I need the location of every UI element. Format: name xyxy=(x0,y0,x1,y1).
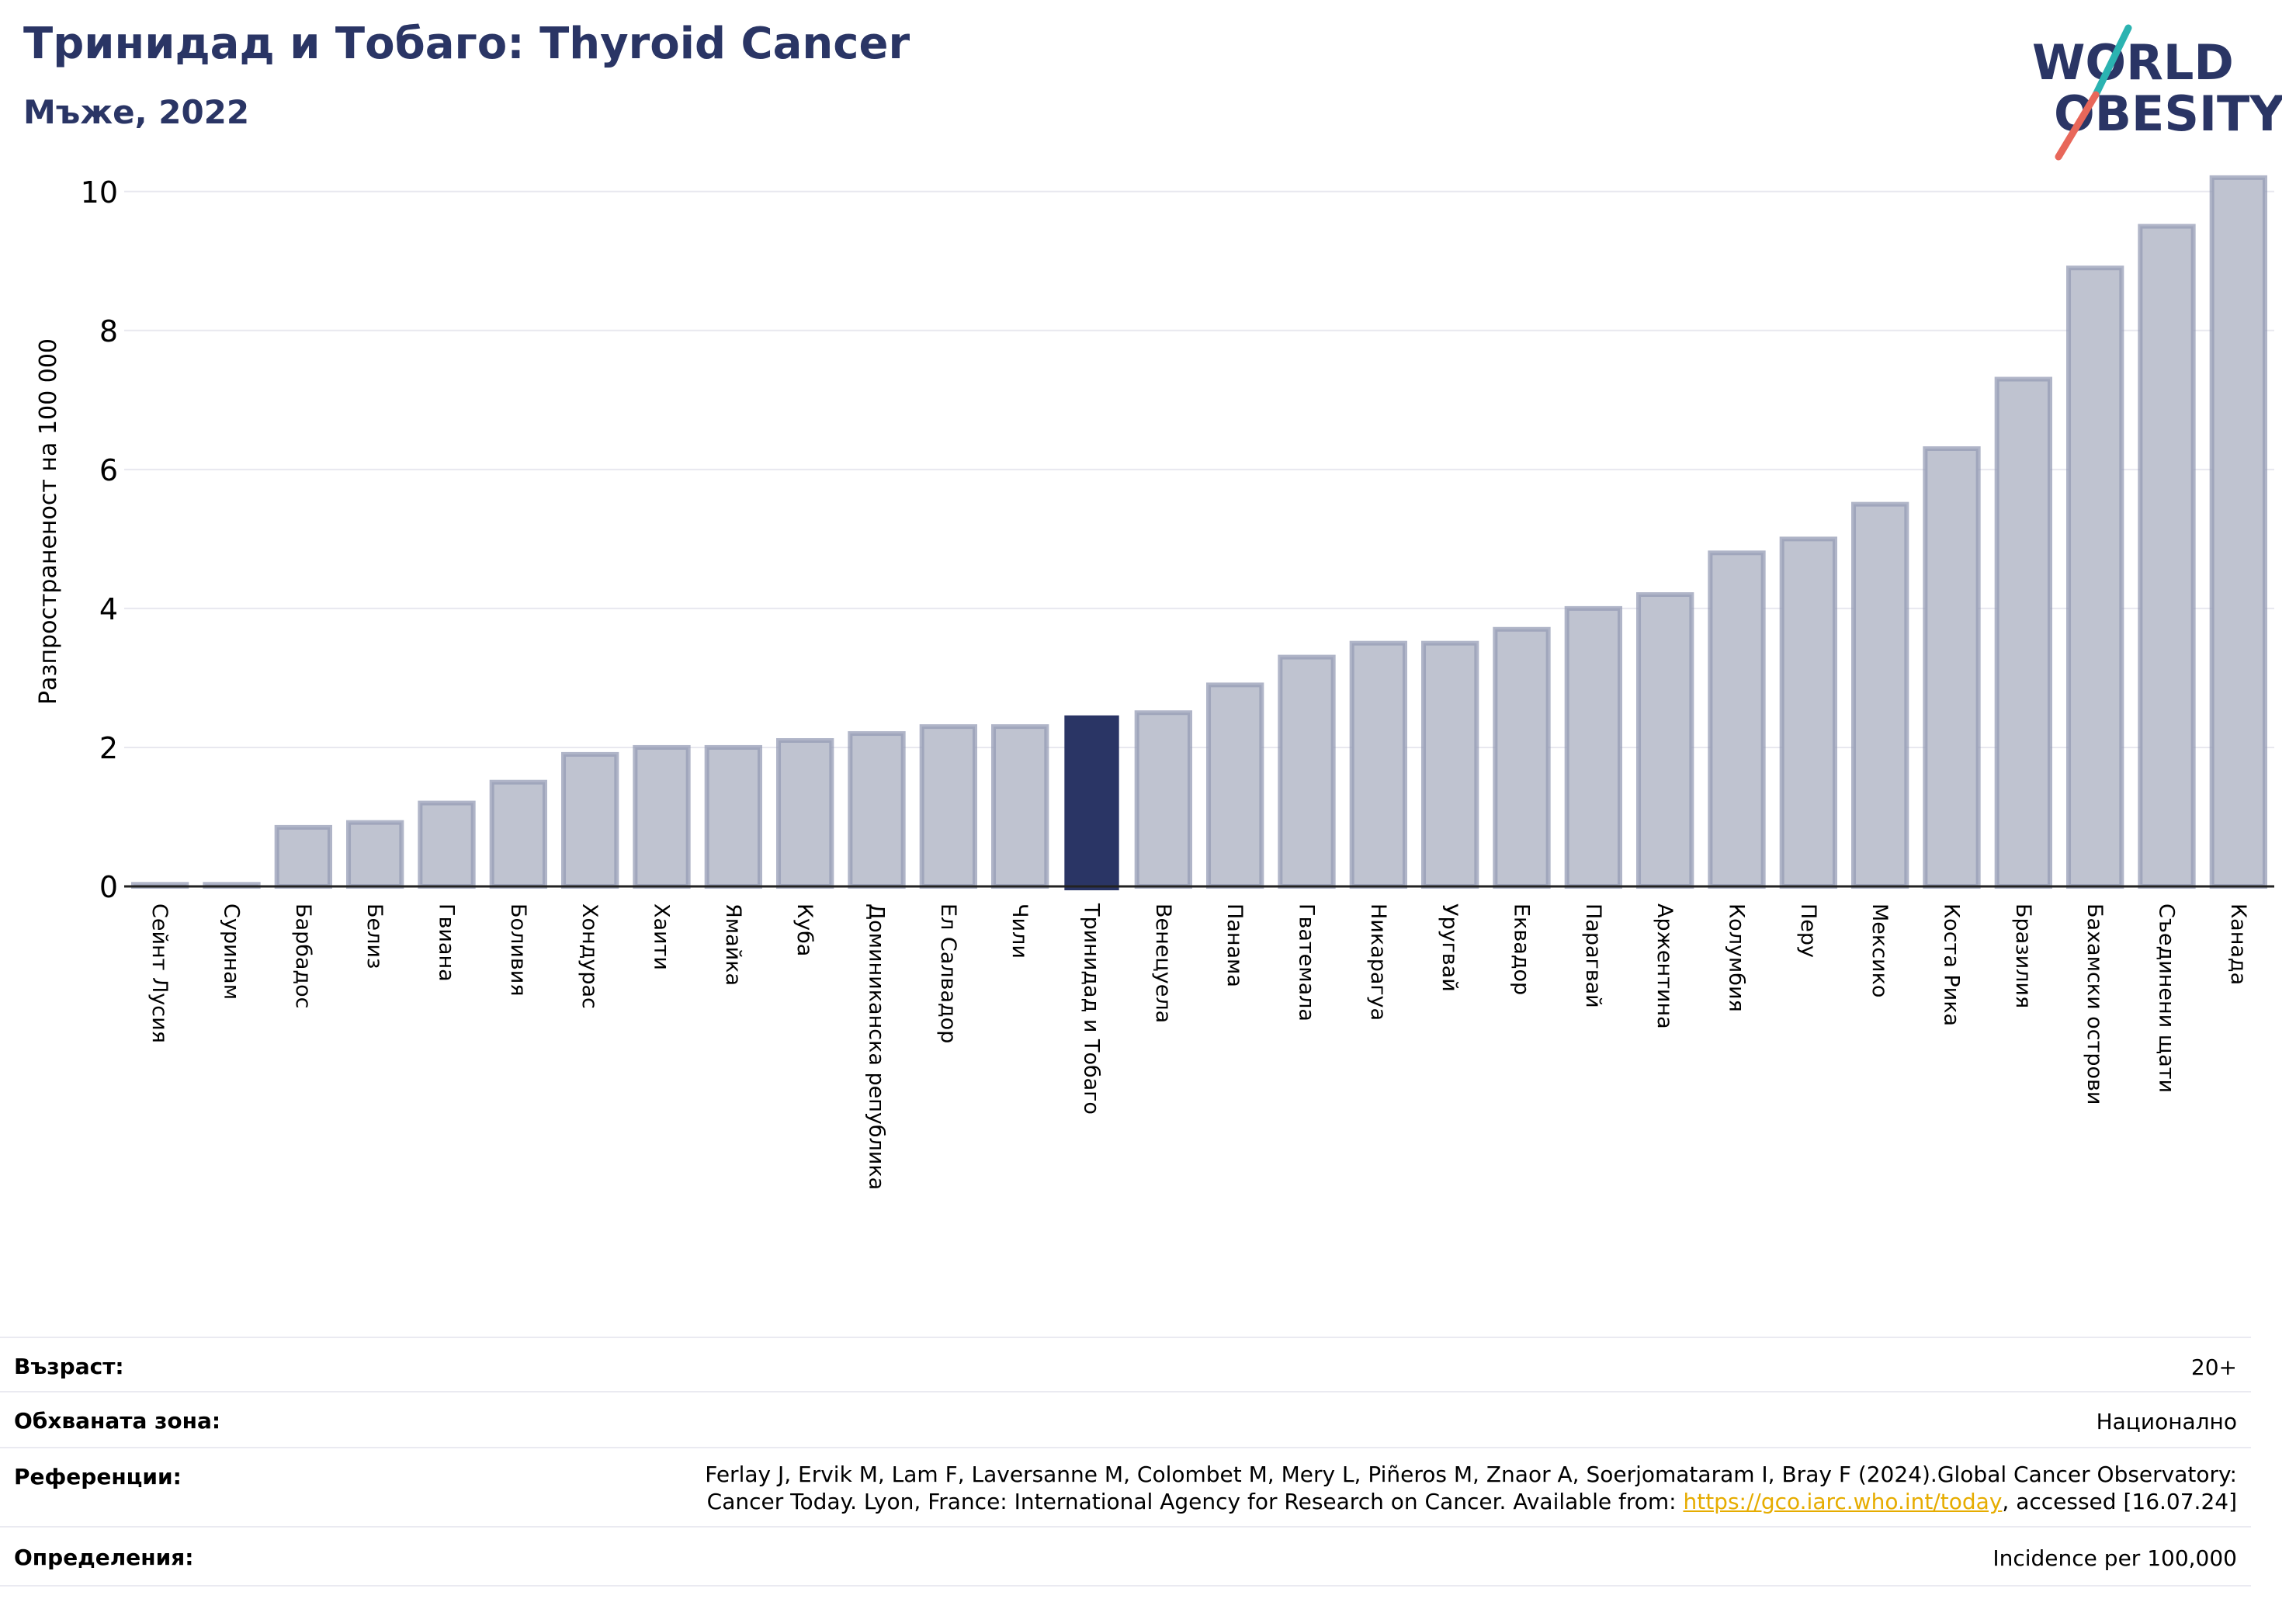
x-tick-label: Сейнт Лусия xyxy=(147,903,172,1043)
x-tick-label: Канада xyxy=(2226,903,2250,985)
meta-value-area: Национално xyxy=(2096,1409,2237,1434)
x-tick-label: Парагвай xyxy=(1581,903,1605,1008)
x-tick-label: Куба xyxy=(793,903,817,956)
meta-value-definitions: Incidence per 100,000 xyxy=(1993,1545,2237,1571)
bar xyxy=(2209,175,2267,890)
bar xyxy=(1994,376,2052,889)
meta-row-age: Възраст: 20+ xyxy=(0,1337,2251,1392)
x-tick-label: Гватемала xyxy=(1295,903,1319,1021)
bar xyxy=(1923,446,1981,889)
x-tick-label: Чили xyxy=(1008,903,1032,959)
reference-line2-post: , accessed [16.07.24] xyxy=(2002,1489,2237,1514)
bar-chart: 0 2 4 6 8 10 Разпространеност на 100 000 Сейнт … xyxy=(35,175,2274,1190)
bar xyxy=(1564,605,1622,890)
bar xyxy=(1708,550,1766,889)
bar xyxy=(848,731,906,889)
x-tick-label: Съединени щати xyxy=(2155,903,2179,1093)
bar xyxy=(1421,640,1479,890)
y-tick-label: 0 xyxy=(99,870,118,904)
x-tick-label: Тринидад и Тобаго xyxy=(1080,903,1104,1115)
x-tick-label: Еквадор xyxy=(1510,903,1534,995)
x-tick-label: Коста Рика xyxy=(1940,903,1964,1026)
x-tick-label: Уругвай xyxy=(1438,903,1462,992)
bar xyxy=(346,820,404,889)
bar xyxy=(1278,654,1336,889)
bar xyxy=(1493,626,1551,889)
bar xyxy=(2138,224,2196,889)
x-tick-label: Хаити xyxy=(650,903,674,970)
x-tick-label: Колумбия xyxy=(1725,903,1749,1012)
bar xyxy=(919,724,977,889)
meta-row-area: Обхваната зона: Национално xyxy=(0,1391,2251,1448)
bar xyxy=(274,824,332,890)
bar xyxy=(1349,640,1407,890)
bar xyxy=(561,751,619,890)
bar xyxy=(1636,592,1694,889)
x-tick-label: Ел Салвадор xyxy=(936,903,960,1043)
y-tick-label: 4 xyxy=(99,592,118,626)
meta-row-references: Референции: Ferlay J, Ervik M, Lam F, La… xyxy=(0,1447,2251,1528)
meta-label-references: Референции: xyxy=(14,1464,182,1489)
y-axis-label: Разпространеност на 100 000 xyxy=(35,338,62,705)
x-tick-label: Венецуела xyxy=(1151,903,1175,1023)
bar xyxy=(1851,501,1909,889)
y-tick-label: 6 xyxy=(99,453,118,487)
bar xyxy=(1206,682,1264,890)
chart-title: Тринидад и Тобаго: Thyroid Cancer xyxy=(23,19,910,69)
bar xyxy=(418,800,476,889)
x-tick-label: Гвиана xyxy=(435,903,459,982)
x-tick-label: Барбадос xyxy=(291,903,315,1008)
bar xyxy=(776,738,834,889)
bar xyxy=(489,779,547,890)
bar xyxy=(704,744,762,890)
meta-label-area: Обхваната зона: xyxy=(14,1408,221,1434)
y-tick-label: 10 xyxy=(81,175,118,210)
x-tick-label: Ямайка xyxy=(721,903,745,986)
x-tick-label: Боливия xyxy=(506,903,530,997)
x-tick-label: Доминиканска република xyxy=(865,903,889,1190)
x-tick-label: Хондурас xyxy=(577,903,602,1009)
world-obesity-logo: WORLD OBESITY xyxy=(2032,24,2282,161)
reference-line1: Ferlay J, Ervik M, Lam F, Laversanne M, … xyxy=(705,1462,2237,1487)
reference-line2-pre: Cancer Today. Lyon, France: Internationa… xyxy=(706,1489,1684,1514)
chart-subtitle: Мъже, 2022 xyxy=(23,93,250,131)
meta-row-definitions: Определения: Incidence per 100,000 xyxy=(0,1526,2251,1587)
meta-value-references: Ferlay J, Ervik M, Lam F, Laversanne M, … xyxy=(705,1461,2237,1515)
y-tick-label: 2 xyxy=(99,731,118,765)
x-tick-label: Никарагуа xyxy=(1366,903,1390,1021)
y-tick-label: 8 xyxy=(99,314,118,349)
bar xyxy=(1064,715,1119,891)
x-tick-label: Бахамски острови xyxy=(2083,903,2107,1105)
x-tick-label: Аржентина xyxy=(1653,903,1677,1029)
bar xyxy=(1134,710,1192,890)
bar xyxy=(1779,536,1837,890)
logo-line1: WORLD xyxy=(2032,34,2234,91)
reference-link[interactable]: https://gco.iarc.who.int/today xyxy=(1683,1489,2003,1514)
x-tick-label: Панама xyxy=(1223,903,1247,987)
reference-line2: Cancer Today. Lyon, France: Internationa… xyxy=(705,1488,2237,1515)
meta-value-age: 20+ xyxy=(2190,1354,2237,1380)
x-tick-label: Мексико xyxy=(1868,903,1892,997)
x-tick-label: Перу xyxy=(1796,903,1820,958)
x-tick-label: Суринам xyxy=(220,903,244,1000)
x-tick-label: Бразилия xyxy=(2011,903,2035,1008)
bar xyxy=(633,744,691,890)
bar xyxy=(991,724,1049,889)
bar xyxy=(2066,265,2124,889)
meta-label-age: Възраст: xyxy=(14,1354,124,1379)
meta-label-definitions: Определения: xyxy=(14,1545,194,1570)
x-tick-label: Белиз xyxy=(362,903,387,969)
